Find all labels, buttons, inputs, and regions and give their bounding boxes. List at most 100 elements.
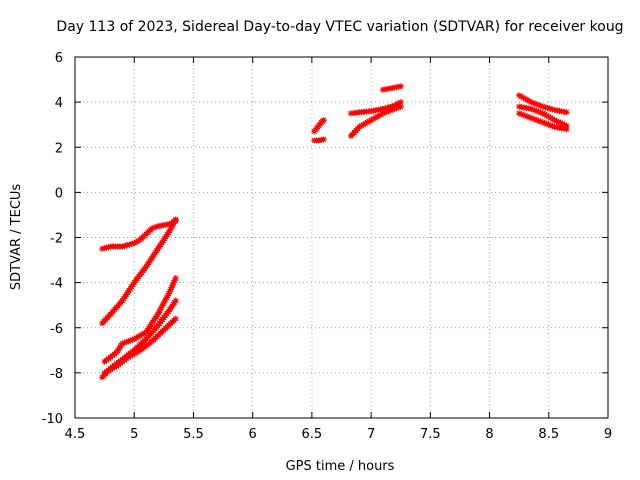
data-point [516,92,523,99]
data-point [169,281,176,288]
data-point [129,336,136,343]
data-point [172,297,179,304]
data-point [119,340,126,347]
data-point [166,227,173,234]
data-point [563,109,570,116]
data-point [379,110,386,117]
data-point [529,99,536,106]
data-point [377,111,384,118]
data-point [155,309,162,316]
data-point [528,99,535,106]
data-point [397,99,404,106]
data-point [374,113,381,120]
series-track-10 [379,83,404,93]
data-point [535,117,542,124]
data-point [119,243,126,250]
data-point [541,120,548,127]
data-point [121,339,128,346]
data-point [518,111,525,118]
plot-frame [74,56,609,419]
data-point [111,364,118,371]
data-point [520,111,527,118]
data-point [167,225,174,232]
data-point [133,349,140,356]
data-point [393,105,400,112]
data-point [387,107,394,114]
data-point [129,351,136,358]
data-point [157,307,164,314]
data-point [545,121,552,128]
data-point [170,220,177,227]
data-point [368,117,375,124]
data-point [529,106,536,113]
data-point [366,118,373,125]
data-point [561,121,568,128]
data-point [545,113,552,120]
data-point [131,336,138,343]
data-point [382,105,389,112]
y-tick-label: -10 [42,412,63,427]
data-point [524,113,531,120]
data-point [393,101,400,108]
data-point [547,114,554,121]
x-tick-label: 6.5 [302,427,323,442]
data-point [135,237,142,244]
data-point [171,218,178,225]
data-point [551,117,558,124]
series-track-3 [101,275,179,365]
data-point [315,137,322,144]
data-point [165,290,172,297]
data-point [395,100,402,107]
data-point [360,121,367,128]
data-point [559,120,566,127]
data-point [164,292,171,299]
data-point [547,122,554,129]
data-point [397,83,404,90]
data-point [127,337,134,344]
y-tick-label: -2 [50,232,63,247]
series-track-12 [516,103,570,129]
data-point [526,97,533,104]
data-point [166,288,173,295]
data-point [166,220,173,227]
data-point [364,119,371,126]
data-point [356,123,363,130]
data-point [131,350,138,357]
data-point [381,109,388,116]
data-point [544,104,551,111]
data-point [522,112,529,119]
data-point [126,241,133,248]
data-point [537,118,544,125]
data-point [171,277,178,284]
series-track-11 [516,92,570,116]
data-point [154,311,161,318]
data-point [139,331,146,338]
data-point [121,242,128,249]
data-point [372,114,379,121]
data-point [531,100,538,107]
y-tick-label: -4 [50,277,63,292]
x-tick-label: 7 [367,427,375,442]
data-point [101,245,108,252]
data-point [125,338,132,345]
data-point [391,102,398,109]
data-point [103,244,110,251]
data-point [172,275,179,282]
data-point [541,111,548,118]
data-point [148,225,155,232]
x-tick-label: 8.5 [538,427,559,442]
x-axis-label: GPS time / hours [286,459,395,474]
y-tick-label: -8 [50,367,63,382]
data-point [127,352,134,359]
data-point [529,115,536,122]
series-track-5 [101,315,179,376]
data-point [163,294,170,301]
x-tick-label: 5.5 [183,427,204,442]
y-tick-label: 4 [55,96,63,111]
data-point [152,223,159,230]
series-track-2 [99,216,179,327]
data-layer [99,83,570,381]
data-point [397,103,404,110]
y-axis-label: SDTVAR / TECUs [9,184,24,291]
data-point [141,330,148,337]
